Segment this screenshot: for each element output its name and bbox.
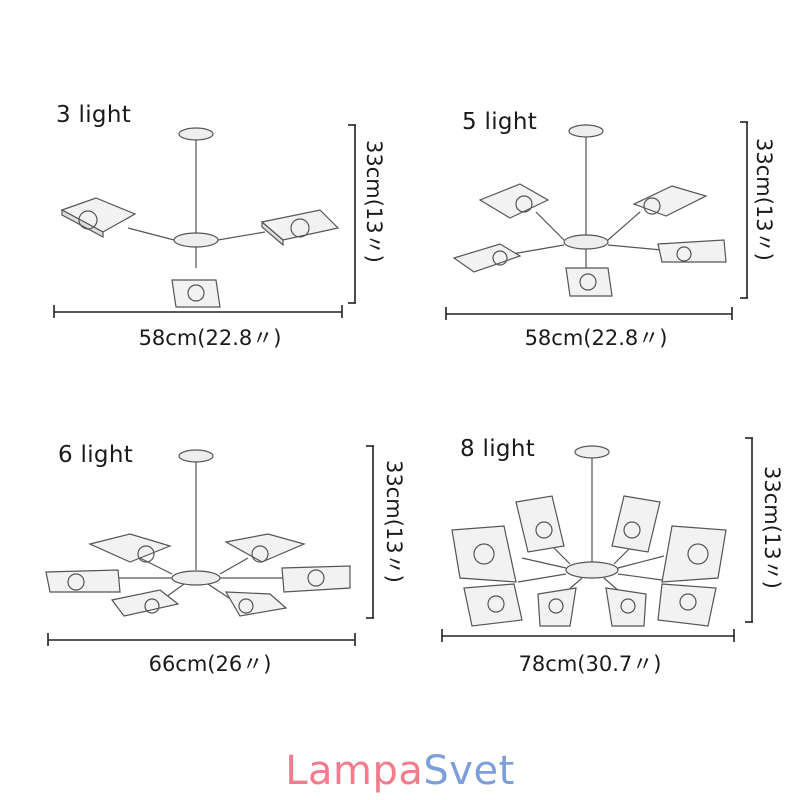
panel-title: 5 light <box>462 109 538 135</box>
brand-part-lampa: Lampa <box>285 748 424 794</box>
height-label: 33cm(13〃) <box>760 466 784 589</box>
width-label: 58cm(22.8〃) <box>524 326 668 350</box>
width-label: 66cm(26〃) <box>148 652 272 676</box>
chandelier-5-light-drawing <box>445 121 748 320</box>
panel-6-light: 6 light 66cm(26〃) 33cm(13〃) <box>0 330 406 676</box>
panel-title: 6 light <box>58 442 134 468</box>
panel-title: 8 light <box>460 436 536 462</box>
panel-5-light: 5 light 58cm(22.8〃) 33cm(13〃) <box>400 0 800 350</box>
panel-8-light: 8 light 78cm(30.7〃) 33cm(13〃) <box>400 330 800 676</box>
brand-logo: LampaSvet <box>0 748 800 794</box>
width-label: 58cm(22.8〃) <box>138 326 282 350</box>
width-label: 78cm(30.7〃) <box>518 652 662 676</box>
height-label: 33cm(13〃) <box>362 140 386 263</box>
chandelier-8-light-drawing <box>441 437 753 642</box>
panel-title: 3 light <box>56 102 132 128</box>
chandelier-6-light-drawing <box>45 445 374 646</box>
panel-3-light: 3 light 58cm(22.8〃) 33cm(13〃) <box>0 0 400 350</box>
brand-part-svet: Svet <box>423 748 515 794</box>
chandelier-3-light-drawing <box>53 124 356 318</box>
height-label: 33cm(13〃) <box>752 138 776 261</box>
